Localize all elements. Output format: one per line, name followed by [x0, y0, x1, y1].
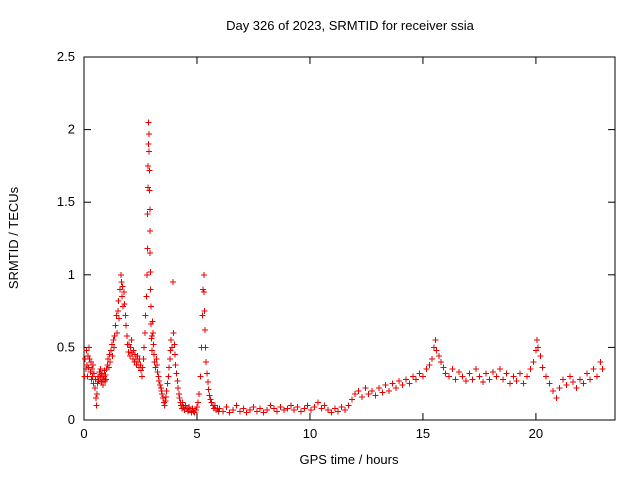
chart-title: Day 326 of 2023, SRMTID for receiver ssi…: [226, 18, 475, 33]
y-tick-label: 0: [68, 412, 75, 427]
x-tick-label: 15: [416, 426, 430, 441]
y-tick-label: 2: [68, 122, 75, 137]
y-tick-label: 0.5: [57, 339, 75, 354]
y-axis-label: SRMTID / TECUs: [6, 186, 21, 289]
axis-tick-labels: 0 5 10 15 20 0 0.5 1 1.5 2 2.5: [57, 49, 543, 441]
scatter-points: [81, 119, 606, 416]
data-point-markers: [81, 119, 606, 416]
x-tick-label: 10: [303, 426, 317, 441]
x-tick-label: 5: [193, 426, 200, 441]
y-tick-label: 2.5: [57, 49, 75, 64]
x-tick-label: 20: [529, 426, 543, 441]
x-tick-label: 0: [80, 426, 87, 441]
y-tick-label: 1.5: [57, 194, 75, 209]
axis-ticks: [83, 56, 615, 421]
x-axis-label: GPS time / hours: [300, 452, 399, 467]
y-tick-label: 1: [68, 267, 75, 282]
plot-border: [83, 56, 616, 421]
